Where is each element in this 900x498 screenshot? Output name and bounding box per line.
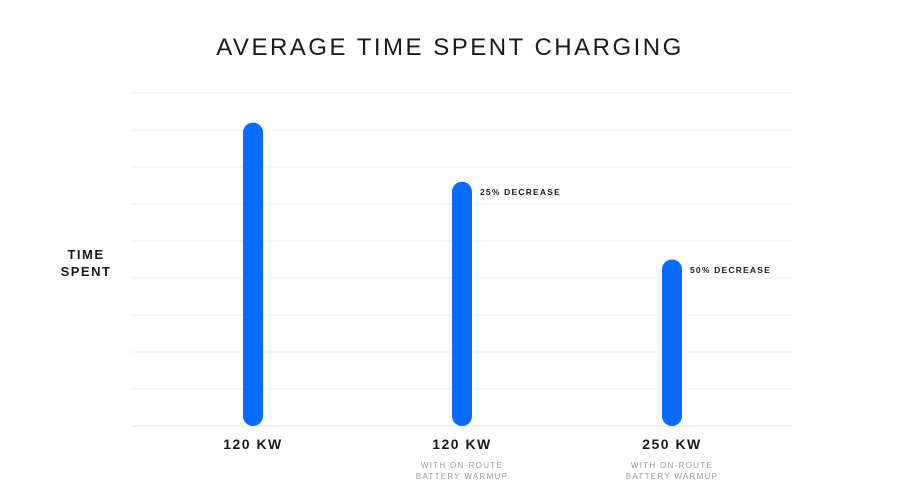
y-axis-label: TIME SPENT xyxy=(40,246,132,280)
y-axis-label-line: TIME xyxy=(67,247,105,262)
bar-annotation: 50% DECREASE xyxy=(690,264,772,275)
x-tick-sublabel-line: BATTERY WARMUP xyxy=(625,472,719,481)
x-tick-sublabel-line: BATTERY WARMUP xyxy=(415,472,509,481)
x-tick-sublabel-line: WITH ON-ROUTE xyxy=(420,461,504,470)
x-tick-label: 120 KW xyxy=(223,436,283,452)
x-tick-sublabel: WITH ON-ROUTE BATTERY WARMUP xyxy=(572,460,772,482)
x-tick-sublabel-line: WITH ON-ROUTE xyxy=(630,461,714,470)
x-tick-label: 120 KW xyxy=(432,436,492,452)
bar xyxy=(452,181,472,426)
x-tick-sublabel: WITH ON-ROUTE BATTERY WARMUP xyxy=(362,460,562,482)
chart-title: AVERAGE TIME SPENT CHARGING xyxy=(216,34,684,61)
bar xyxy=(662,259,682,426)
y-axis-label-line: SPENT xyxy=(60,264,112,279)
x-tick-label: 250 KW xyxy=(642,436,702,452)
bar-annotation: 25% DECREASE xyxy=(480,186,562,197)
bar xyxy=(243,122,263,426)
